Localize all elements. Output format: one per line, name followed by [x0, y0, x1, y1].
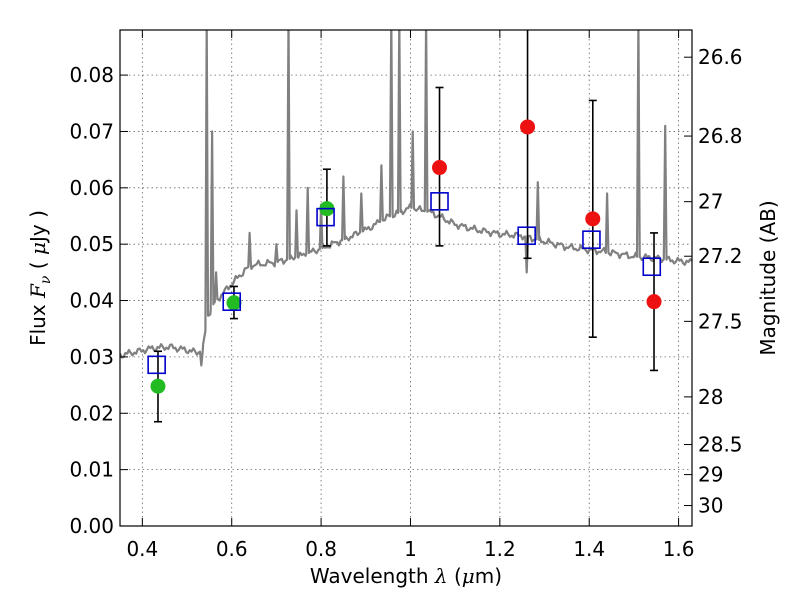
green-data-point	[226, 295, 242, 311]
plot-frame	[119, 29, 693, 527]
mag-tick-label: 28	[698, 385, 723, 409]
y-tick-label: 0.05	[69, 232, 114, 256]
mag-tick-label: 28.5	[698, 433, 743, 457]
mag-tick-label: 27.2	[698, 244, 743, 268]
mag-tick-label: 27.5	[698, 309, 743, 333]
mag-tick-label: 26.6	[698, 45, 743, 69]
red-data-point	[432, 160, 448, 176]
x-tick-label: 0.4	[126, 537, 158, 561]
y-tick-label: 0.07	[69, 119, 114, 143]
model-flux-square	[642, 257, 662, 277]
model-flux-square	[430, 192, 449, 211]
y-tick-label: 0.00	[69, 514, 114, 538]
y-tick-label: 0.01	[69, 458, 114, 482]
red-data-point	[646, 294, 662, 310]
y-axis-label: Flux Fν ( μJy )	[26, 210, 54, 346]
x-tick-label: 1.2	[484, 537, 516, 561]
spectrum	[120, 30, 692, 367]
model-flux-square	[517, 226, 536, 246]
x-tick-label: 1.4	[573, 537, 605, 561]
x-tick-label: 1	[404, 537, 417, 561]
y-tick-label: 0.08	[69, 63, 114, 87]
markers	[147, 119, 662, 394]
y-tick-label: 0.04	[69, 289, 114, 313]
mag-tick-label: 26.8	[698, 124, 743, 148]
y2-axis-label: Magnitude (AB)	[756, 200, 780, 355]
mag-tick-label: 27	[698, 190, 723, 214]
y-tick-label: 0.06	[69, 176, 114, 200]
green-data-point	[150, 378, 166, 394]
model-flux-square	[222, 292, 242, 311]
red-data-point	[520, 119, 536, 135]
model-flux-square	[147, 355, 166, 375]
y-tick-label: 0.02	[69, 401, 114, 425]
mag-tick-label: 30	[698, 494, 723, 518]
ticks: 0.4 0.6 0.8 1 1.2 1.4 1.6 0.00 0.01 0.02 0.03 0.04 0…	[69, 30, 743, 561]
model-flux-square	[316, 207, 335, 227]
x-tick-label: 0.8	[305, 537, 337, 561]
model-flux-square	[582, 230, 601, 249]
mag-tick-label: 29	[698, 463, 723, 487]
x-tick-label: 1.6	[663, 537, 695, 561]
y-tick-label: 0.03	[69, 345, 114, 369]
x-tick-label: 0.6	[216, 537, 248, 561]
x-axis-label: Wavelength λ (μm)	[310, 564, 502, 588]
red-data-point	[585, 211, 601, 227]
spectrum-line	[120, 30, 692, 367]
